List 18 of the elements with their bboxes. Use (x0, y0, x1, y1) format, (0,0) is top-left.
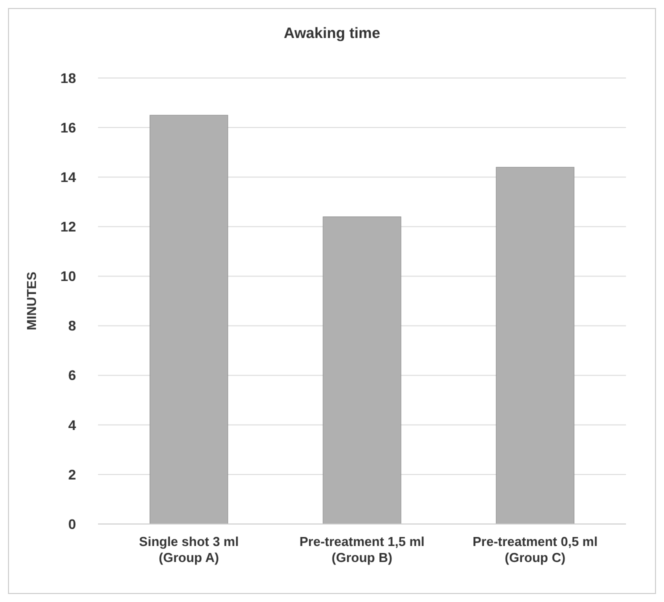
y-tick-label: 8 (68, 318, 76, 334)
y-tick-label: 14 (60, 169, 76, 186)
y-tick-label: 0 (68, 516, 76, 532)
y-tick-label: 2 (68, 466, 76, 482)
y-tick-label: 6 (68, 367, 76, 384)
x-tick-label: Pre-treatment 0,5 ml (Group C) (472, 534, 598, 565)
bar (496, 166, 574, 524)
x-tick-label: Single shot 3 ml (Group A) (139, 534, 239, 565)
bar (150, 114, 228, 524)
x-tick-label: Pre-treatment 1,5 ml (Group B) (300, 534, 424, 565)
y-axis-title: MINUTES (24, 271, 39, 330)
y-tick-label: 12 (60, 218, 76, 235)
y-tick-label: 4 (68, 416, 76, 433)
bar (322, 216, 402, 524)
y-tick-label: 10 (60, 268, 76, 284)
y-tick-label: 16 (60, 119, 76, 136)
chart-title: Awaking time (284, 25, 380, 42)
y-tick-label: 18 (60, 70, 76, 86)
